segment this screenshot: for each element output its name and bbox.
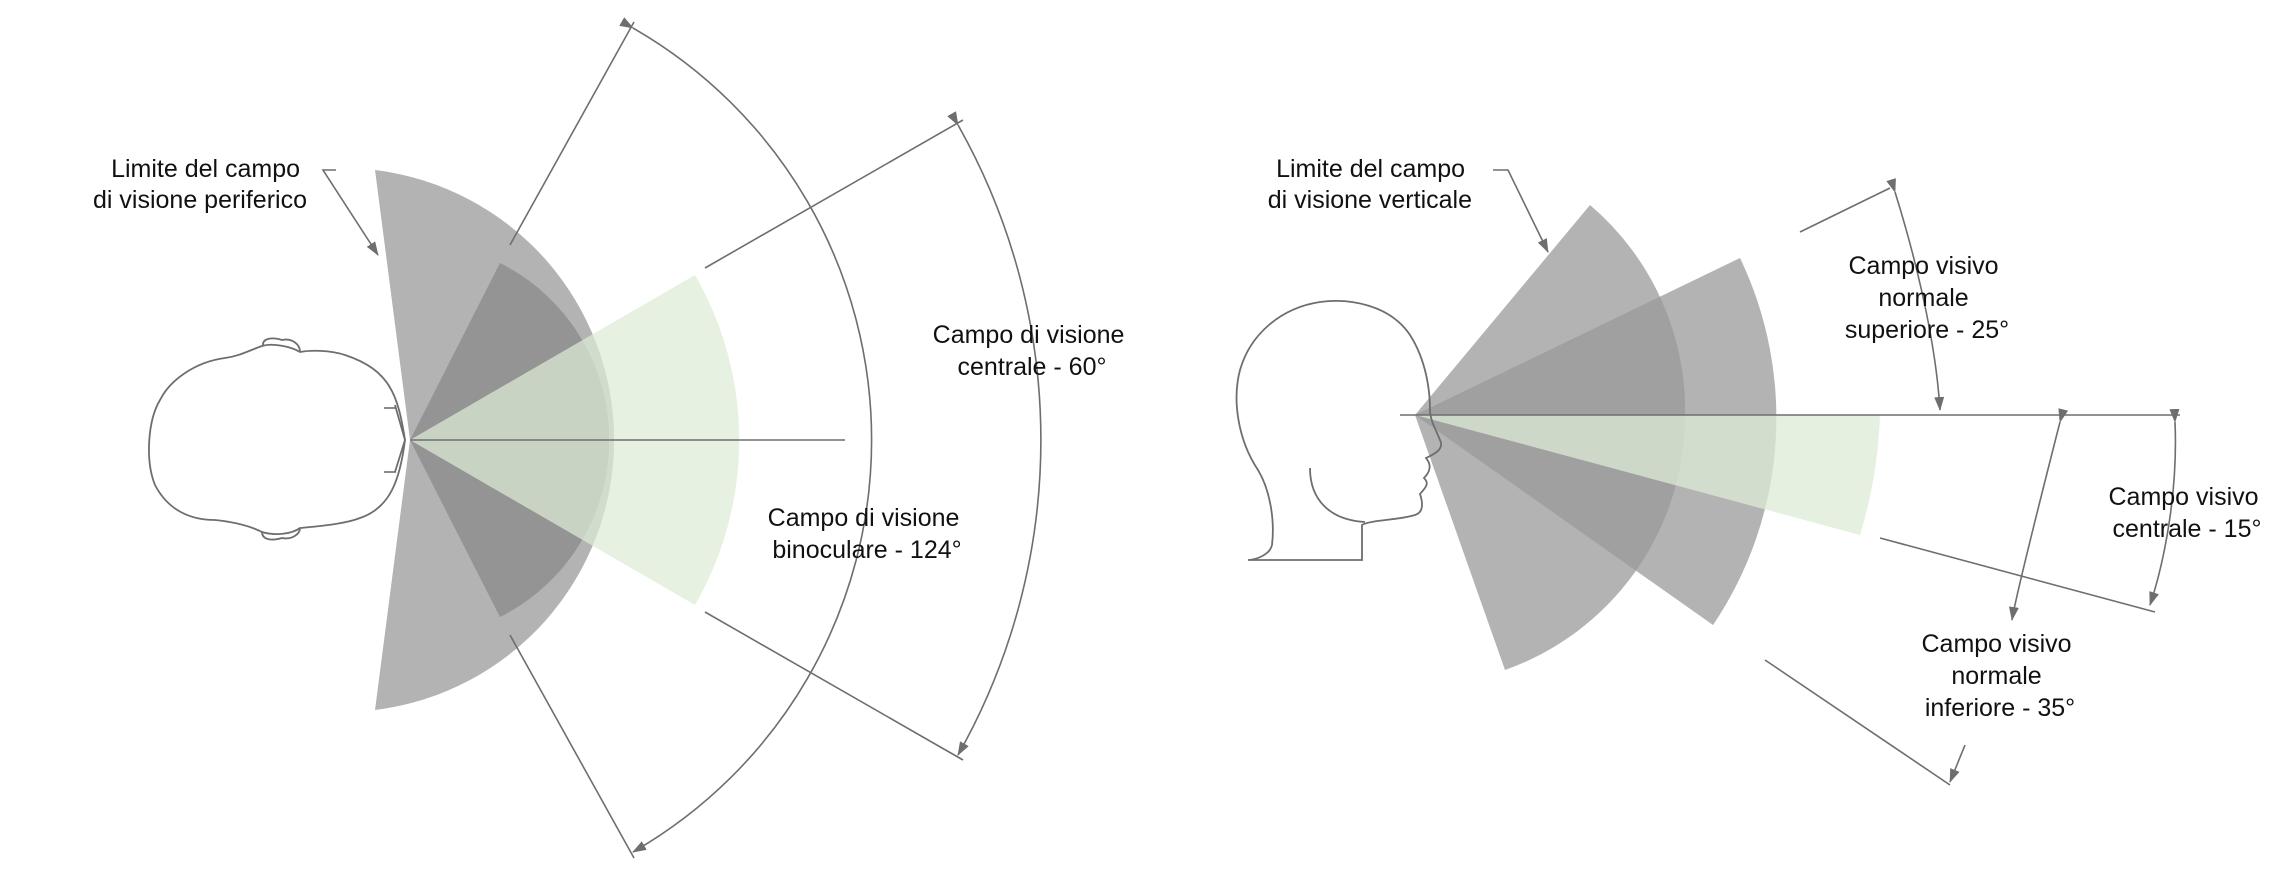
lower-field-label: Campo visivo normale inferiore - 35° xyxy=(1921,630,2078,722)
lower-dimension-arc xyxy=(2008,408,2069,621)
central-vertical-dimension-arc xyxy=(2149,408,2180,606)
vertical-central-sector xyxy=(1415,415,1880,535)
upper-field-label: Campo visivo normale superiore - 25° xyxy=(1845,252,2009,344)
vertical-limit-leader xyxy=(1493,169,1549,253)
horizontal-field-diagram: Limite del campo di visione periferico C… xyxy=(93,17,1132,859)
upper-dimension-arc xyxy=(1886,178,1945,411)
peripheral-limit-label: Limite del campo di visione periferico xyxy=(93,155,307,214)
central-vertical-label: Campo visivo centrale - 15° xyxy=(2108,483,2265,543)
central-field-label: Campo di visione centrale - 60° xyxy=(933,321,1132,381)
head-side-profile xyxy=(1235,300,1442,561)
head-top-view xyxy=(148,343,406,535)
binocular-dimension-arc xyxy=(619,17,873,853)
vertical-field-diagram: Limite del campo di visione verticale Ca… xyxy=(1235,155,2265,786)
vertical-limit-label: Limite del campo di visione verticale xyxy=(1268,155,1472,214)
binocular-field-label: Campo di visione binoculare - 124° xyxy=(768,504,967,564)
peripheral-limit-leader xyxy=(321,169,379,256)
central-dimension-arc xyxy=(947,111,1042,756)
